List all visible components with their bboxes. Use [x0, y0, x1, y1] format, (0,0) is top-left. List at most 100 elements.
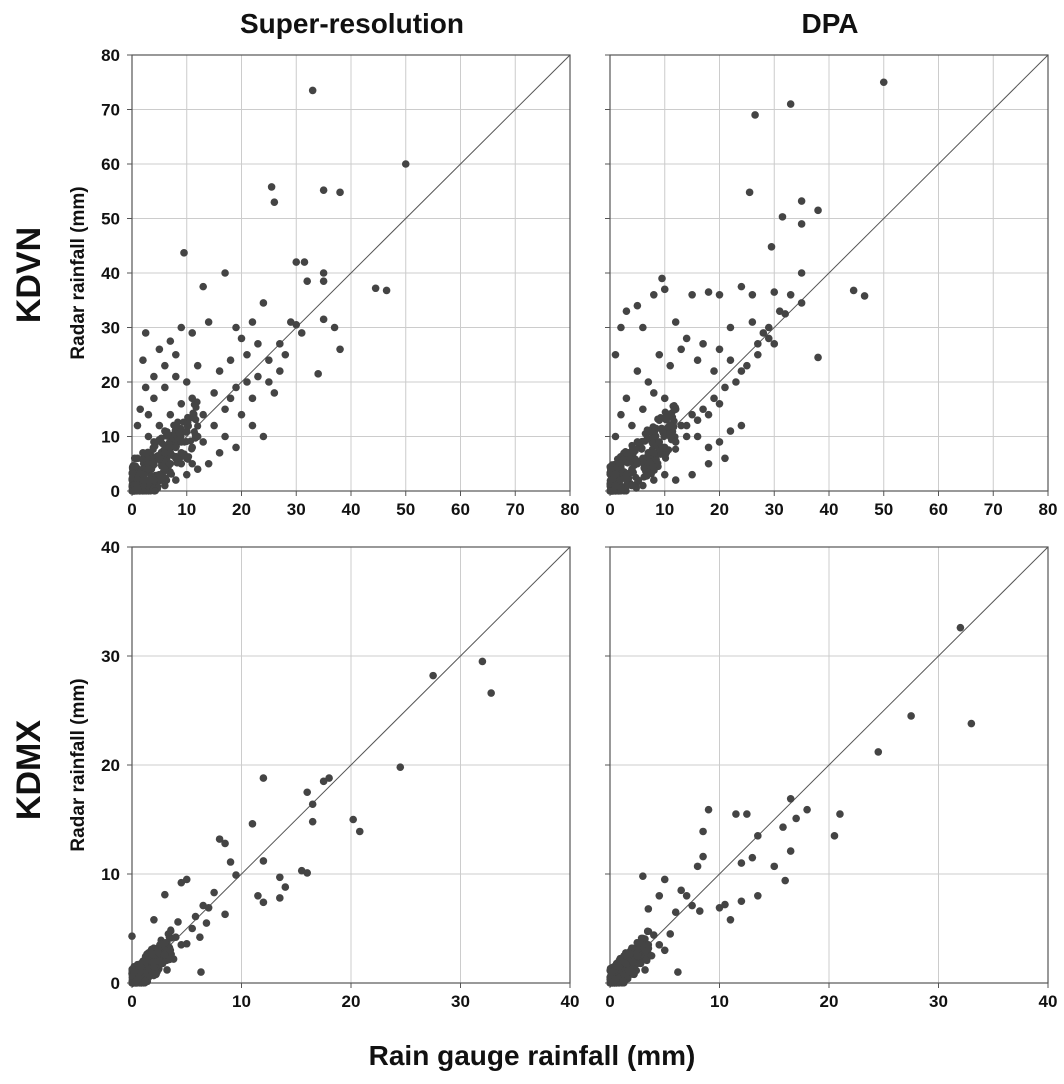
- data-point: [693, 356, 702, 365]
- data-point: [770, 862, 779, 871]
- y-axis-label: Radar rainfall (mm): [68, 678, 89, 851]
- data-point: [182, 378, 191, 386]
- column-title-dpa: DPA: [801, 8, 859, 39]
- y-tick-label: 80: [101, 46, 120, 65]
- data-point: [633, 459, 642, 468]
- data-point: [748, 291, 757, 299]
- data-point: [172, 933, 180, 942]
- data-point: [161, 465, 169, 474]
- data-point: [319, 315, 328, 324]
- x-tick-label: 10: [710, 992, 729, 1011]
- data-point: [671, 445, 680, 453]
- data-point: [188, 459, 197, 468]
- data-point: [660, 470, 669, 479]
- data-point: [625, 949, 634, 958]
- data-point: [781, 876, 789, 885]
- data-point: [139, 356, 147, 365]
- data-point: [639, 454, 647, 463]
- data-point: [139, 470, 147, 479]
- data-point: [737, 421, 746, 430]
- x-tick-label: 80: [561, 500, 580, 519]
- data-point: [786, 291, 795, 299]
- data-point: [265, 378, 273, 386]
- data-point: [204, 459, 213, 468]
- data-point: [639, 405, 647, 414]
- data-point: [177, 878, 186, 887]
- data-point: [632, 445, 640, 453]
- y-tick-label: 50: [101, 210, 120, 229]
- data-point: [616, 476, 624, 485]
- data-point: [677, 345, 685, 354]
- data-point: [907, 712, 915, 720]
- data-point: [688, 410, 696, 419]
- y-tick-label: 40: [101, 538, 120, 557]
- data-point: [737, 282, 746, 291]
- data-point: [197, 968, 205, 976]
- data-point: [128, 470, 136, 478]
- x-tick-label: 30: [287, 500, 306, 519]
- data-point: [622, 307, 631, 315]
- data-point: [131, 978, 140, 986]
- data-point: [638, 445, 646, 453]
- data-point: [737, 367, 746, 375]
- data-point: [210, 389, 218, 397]
- data-point: [786, 794, 795, 803]
- data-point: [232, 323, 240, 332]
- y-tick-label: 70: [101, 101, 120, 120]
- data-point: [232, 443, 240, 452]
- data-point: [715, 903, 724, 912]
- data-point: [189, 409, 197, 417]
- x-tick-label: 30: [451, 992, 470, 1011]
- data-point: [177, 459, 186, 468]
- data-point: [688, 291, 696, 299]
- data-point: [688, 901, 696, 910]
- data-point: [136, 405, 145, 414]
- data-point: [715, 291, 724, 299]
- data-point: [693, 432, 702, 441]
- data-point: [319, 777, 328, 786]
- data-point: [325, 774, 333, 782]
- x-tick-label: 40: [1039, 992, 1058, 1011]
- data-point: [693, 862, 702, 871]
- y-tick-label: 20: [101, 756, 120, 775]
- data-point: [849, 286, 858, 295]
- data-point: [226, 356, 235, 365]
- data-point: [248, 394, 257, 403]
- data-point: [640, 473, 648, 481]
- data-point: [786, 100, 795, 108]
- data-point: [182, 875, 191, 884]
- data-point: [177, 941, 186, 949]
- y-tick-label: 10: [101, 428, 120, 447]
- data-point: [193, 465, 202, 474]
- x-tick-label: 0: [127, 992, 136, 1011]
- y-tick-label: 0: [111, 482, 120, 501]
- data-point: [622, 394, 631, 403]
- data-point: [770, 340, 779, 348]
- data-point: [270, 198, 279, 206]
- x-tick-label: 80: [1039, 500, 1058, 519]
- data-point: [193, 432, 202, 441]
- data-point: [682, 421, 691, 430]
- data-point: [715, 438, 724, 446]
- data-point: [281, 883, 290, 891]
- x-tick-label: 50: [874, 500, 893, 519]
- data-point: [188, 924, 197, 933]
- data-point: [199, 282, 207, 291]
- data-point: [152, 970, 160, 979]
- data-point: [177, 449, 186, 457]
- data-point: [710, 394, 718, 403]
- data-point: [666, 421, 675, 430]
- data-point: [215, 449, 224, 457]
- data-point: [641, 966, 649, 974]
- data-point: [336, 188, 344, 197]
- data-point: [682, 334, 691, 343]
- data-point: [163, 966, 171, 974]
- data-point: [754, 350, 762, 359]
- data-point: [611, 481, 620, 490]
- data-point: [879, 78, 888, 87]
- data-point: [237, 334, 246, 343]
- data-point: [155, 345, 164, 354]
- data-point: [210, 888, 218, 897]
- x-tick-label: 40: [561, 992, 580, 1011]
- data-point: [199, 410, 207, 419]
